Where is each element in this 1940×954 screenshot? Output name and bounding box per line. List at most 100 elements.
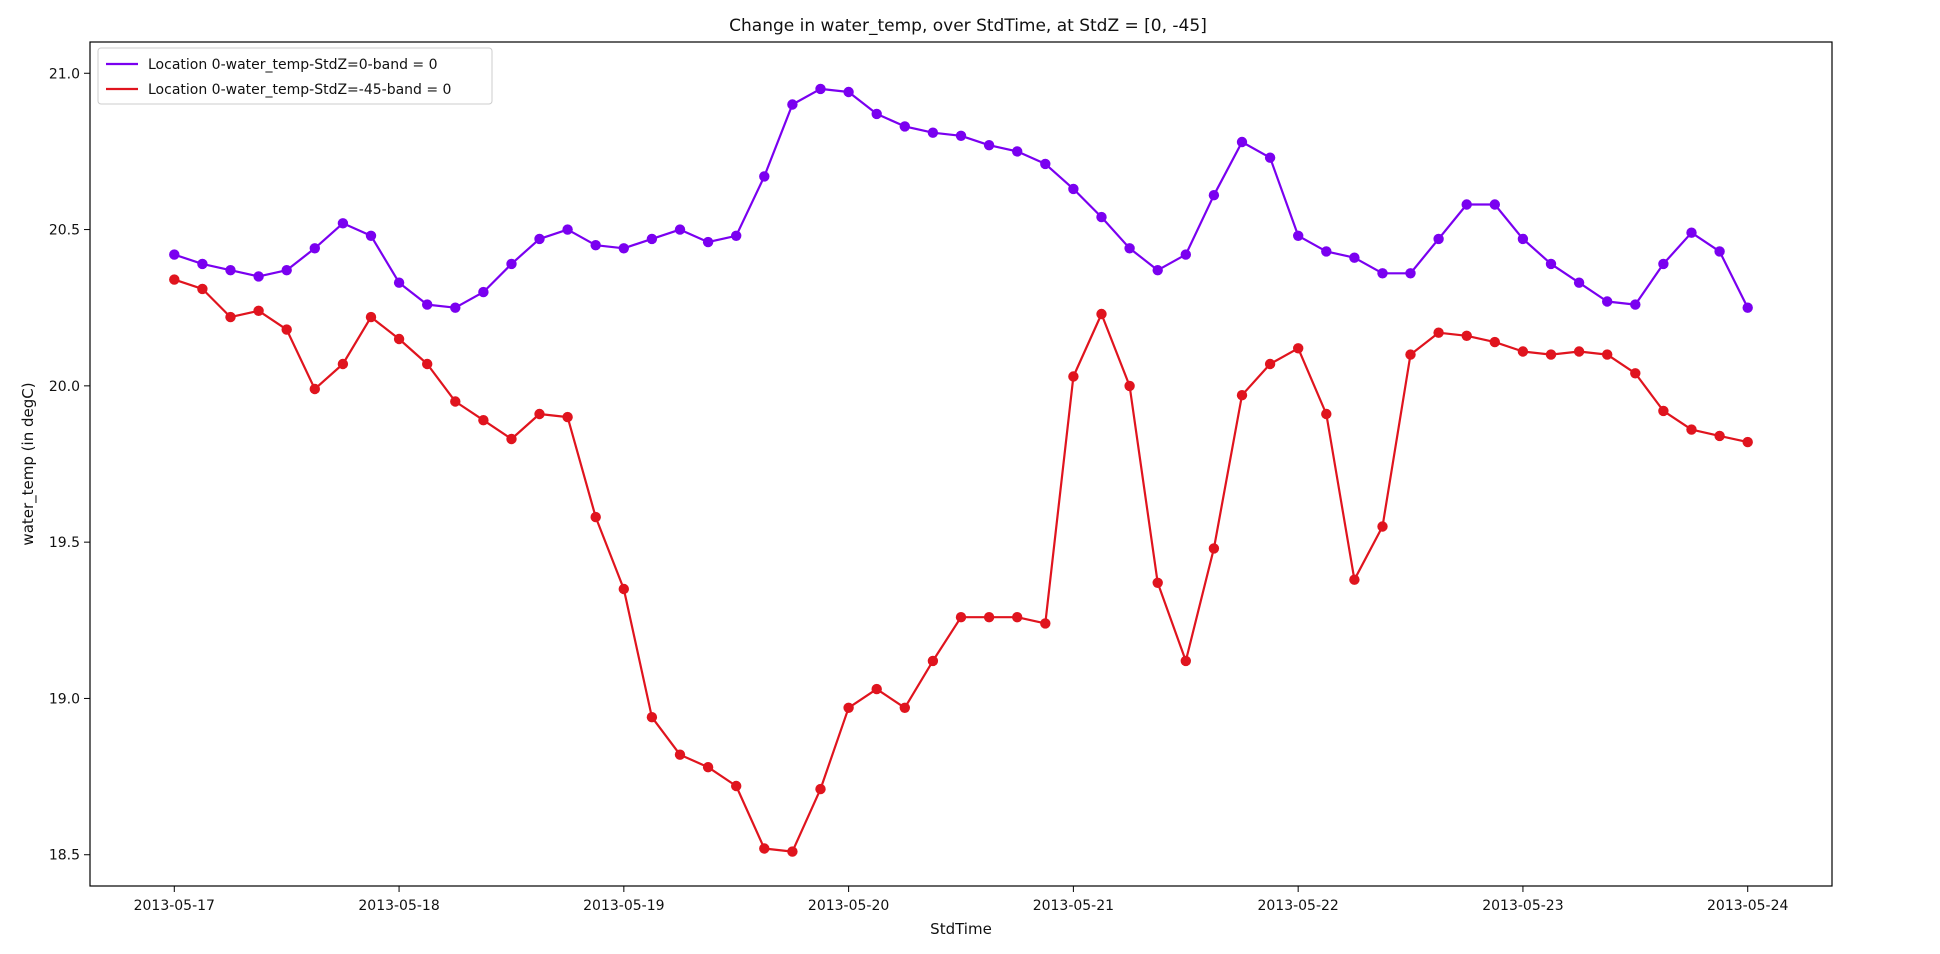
data-point-series-1 — [702, 762, 714, 773]
data-point-series-0 — [1517, 233, 1529, 245]
data-point-series-0 — [1096, 211, 1107, 223]
data-point-series-1 — [309, 383, 320, 395]
y-tick-label: 20.5 — [49, 223, 80, 239]
data-point-series-1 — [1545, 349, 1557, 360]
data-point-series-1 — [450, 396, 461, 407]
data-point-series-0 — [393, 277, 405, 288]
data-point-series-0 — [843, 86, 854, 98]
data-point-series-1 — [1321, 408, 1332, 420]
data-point-series-0 — [1405, 268, 1416, 279]
data-point-series-0 — [169, 249, 180, 260]
data-point-series-0 — [478, 286, 489, 298]
data-point-series-0 — [1714, 246, 1725, 257]
x-tick-label: 2013-05-22 — [1257, 898, 1338, 914]
data-point-series-1 — [955, 612, 967, 623]
data-point-series-0 — [618, 243, 629, 254]
data-point-series-1 — [562, 411, 573, 423]
data-point-series-1 — [337, 358, 349, 370]
x-tick-label: 2013-05-23 — [1482, 898, 1563, 914]
data-point-series-0 — [815, 83, 826, 95]
data-point-series-1 — [1096, 308, 1107, 320]
data-point-series-0 — [1742, 302, 1753, 313]
data-point-series-1 — [506, 433, 517, 445]
plot-area-frame — [89, 41, 1833, 887]
data-point-series-0 — [1124, 243, 1135, 254]
data-point-series-0 — [646, 233, 658, 245]
data-point-series-0 — [1658, 258, 1669, 270]
data-point-series-0 — [1293, 230, 1304, 241]
data-point-series-0 — [337, 218, 349, 229]
data-point-series-1 — [899, 702, 910, 713]
data-point-series-0 — [1208, 190, 1220, 201]
data-point-series-0 — [702, 236, 714, 248]
data-point-series-0 — [1012, 146, 1023, 157]
legend-label-series-1: Location 0-water_temp-StdZ=-45-band = 0 — [148, 82, 451, 98]
data-point-series-1 — [759, 843, 770, 854]
data-point-series-1 — [646, 712, 658, 723]
data-point-series-0 — [365, 230, 377, 241]
data-point-series-1 — [590, 511, 601, 523]
data-point-series-1 — [253, 305, 264, 316]
x-tick-label: 2013-05-17 — [134, 898, 215, 914]
data-point-series-0 — [534, 233, 545, 245]
legend: Location 0-water_temp-StdZ=0-band = 0 Lo… — [97, 47, 493, 105]
data-point-series-1 — [1180, 655, 1192, 667]
x-tick-label: 2013-05-21 — [1033, 898, 1114, 914]
data-point-series-1 — [1068, 371, 1079, 382]
data-point-series-1 — [478, 415, 489, 426]
data-point-series-1 — [1124, 380, 1135, 392]
data-point-series-0 — [281, 265, 292, 276]
series-line-0 — [173, 87, 1749, 309]
data-point-series-0 — [1433, 233, 1444, 245]
data-point-series-1 — [1264, 358, 1276, 370]
data-point-series-0 — [590, 240, 601, 251]
data-point-series-0 — [309, 243, 320, 254]
data-point-series-0 — [871, 108, 882, 120]
data-point-series-1 — [787, 846, 798, 857]
data-point-series-1 — [843, 702, 854, 713]
y-tick-label: 21.0 — [49, 66, 80, 82]
data-point-series-0 — [1573, 277, 1585, 288]
data-point-series-0 — [1489, 199, 1501, 210]
data-point-series-0 — [1545, 258, 1557, 270]
data-point-series-1 — [871, 683, 882, 695]
data-point-series-1 — [1489, 336, 1501, 348]
data-point-series-1 — [393, 333, 405, 345]
y-axis-label: water_temp (in degC) — [19, 382, 38, 545]
data-point-series-1 — [1349, 574, 1360, 585]
y-tick-label: 20.0 — [49, 379, 80, 395]
data-point-series-0 — [899, 121, 910, 132]
data-point-series-0 — [225, 265, 236, 276]
data-point-series-0 — [1630, 299, 1641, 310]
data-point-series-0 — [787, 99, 798, 110]
legend-box — [97, 47, 493, 105]
data-point-series-1 — [1517, 346, 1529, 357]
data-point-series-0 — [955, 130, 967, 141]
data-point-series-1 — [618, 583, 629, 595]
x-tick-label: 2013-05-19 — [583, 898, 664, 914]
data-point-series-0 — [674, 224, 686, 235]
data-point-series-1 — [731, 780, 742, 792]
data-point-series-1 — [1012, 612, 1023, 623]
data-point-series-1 — [1040, 618, 1051, 629]
data-point-series-1 — [1573, 346, 1585, 357]
data-point-series-1 — [422, 358, 433, 370]
data-point-series-1 — [1602, 349, 1613, 360]
x-tick-label: 2013-05-20 — [808, 898, 889, 914]
x-axis-label: StdTime — [930, 920, 992, 938]
data-point-series-0 — [927, 127, 939, 138]
data-point-series-0 — [983, 140, 995, 151]
data-point-series-1 — [225, 311, 236, 323]
series-layer — [169, 83, 1753, 857]
data-point-series-1 — [281, 324, 292, 335]
data-point-series-0 — [1321, 246, 1332, 257]
data-point-series-1 — [169, 274, 180, 285]
y-tick-label: 19.0 — [49, 691, 80, 707]
data-point-series-1 — [815, 783, 826, 795]
data-point-series-1 — [1293, 343, 1304, 354]
data-point-series-1 — [983, 612, 995, 623]
data-point-series-1 — [927, 655, 939, 667]
data-point-series-0 — [1602, 296, 1613, 307]
data-point-series-1 — [1686, 424, 1697, 435]
